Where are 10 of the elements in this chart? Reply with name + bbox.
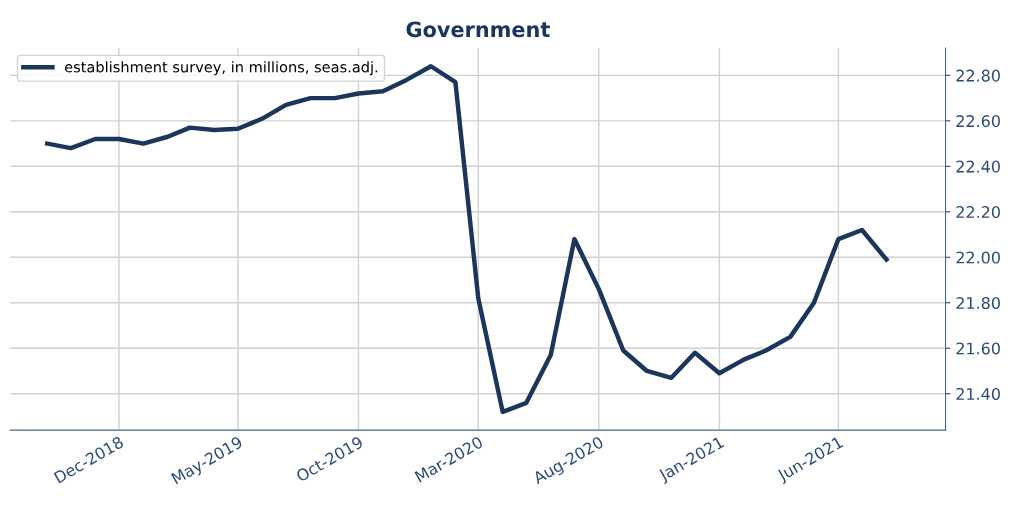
y-tick-label: 22.60 (956, 115, 1000, 128)
y-tick-label: 21.40 (956, 387, 1000, 401)
y-tick-label: 22.00 (956, 251, 1000, 264)
y-tick-label: 21.80 (956, 296, 1000, 310)
legend-label: establishment survey, in millions, seas.adj. (64, 61, 378, 76)
y-tick-label: 22.20 (956, 206, 1000, 219)
y-tick-label: 22.80 (956, 69, 1000, 82)
chart-title: Government (406, 21, 550, 38)
y-tick-label: 21.60 (956, 342, 1000, 355)
y-tick-label: 22.40 (956, 160, 1000, 173)
